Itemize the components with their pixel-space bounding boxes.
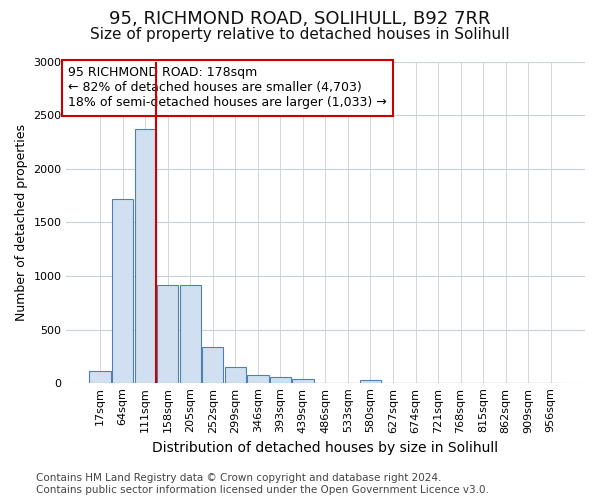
Bar <box>269 378 291 384</box>
Bar <box>224 368 246 384</box>
Text: Size of property relative to detached houses in Solihull: Size of property relative to detached ho… <box>90 28 510 42</box>
Text: 95, RICHMOND ROAD, SOLIHULL, B92 7RR: 95, RICHMOND ROAD, SOLIHULL, B92 7RR <box>109 10 491 28</box>
Bar <box>202 347 223 384</box>
Bar <box>179 284 201 384</box>
Text: Contains HM Land Registry data © Crown copyright and database right 2024.
Contai: Contains HM Land Registry data © Crown c… <box>36 474 489 495</box>
Bar <box>134 129 156 384</box>
X-axis label: Distribution of detached houses by size in Solihull: Distribution of detached houses by size … <box>152 441 499 455</box>
Y-axis label: Number of detached properties: Number of detached properties <box>15 124 28 321</box>
Bar <box>112 199 133 384</box>
Bar <box>89 370 111 384</box>
Bar <box>247 375 269 384</box>
Bar <box>360 380 381 384</box>
Bar <box>292 379 314 384</box>
Bar <box>157 284 178 384</box>
Text: 95 RICHMOND ROAD: 178sqm
← 82% of detached houses are smaller (4,703)
18% of sem: 95 RICHMOND ROAD: 178sqm ← 82% of detach… <box>68 66 387 110</box>
